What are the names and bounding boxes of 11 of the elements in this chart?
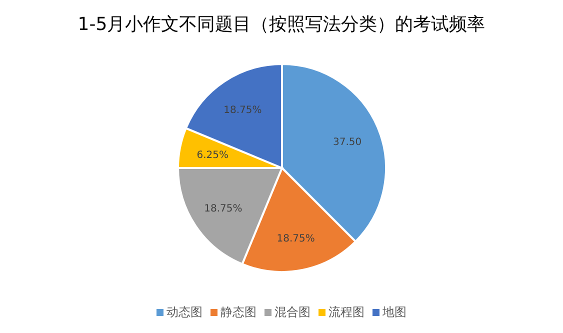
legend-label: 动态图 [166, 305, 202, 319]
legend-label: 静态图 [220, 305, 256, 319]
data-label: 18.75% [276, 233, 315, 244]
data-label: 37.50 [333, 136, 362, 148]
data-label: 18.75% [204, 203, 242, 214]
legend-label: 流程图 [328, 305, 364, 319]
data-label: 18.75% [224, 105, 262, 116]
legend-label: 混合图 [274, 305, 310, 319]
data-label: 6.25% [196, 150, 229, 162]
legend-label: 地图 [382, 305, 406, 319]
chart-title: 1-5月小作文不同题目（按照写法分类）的考试频率 [78, 14, 486, 35]
